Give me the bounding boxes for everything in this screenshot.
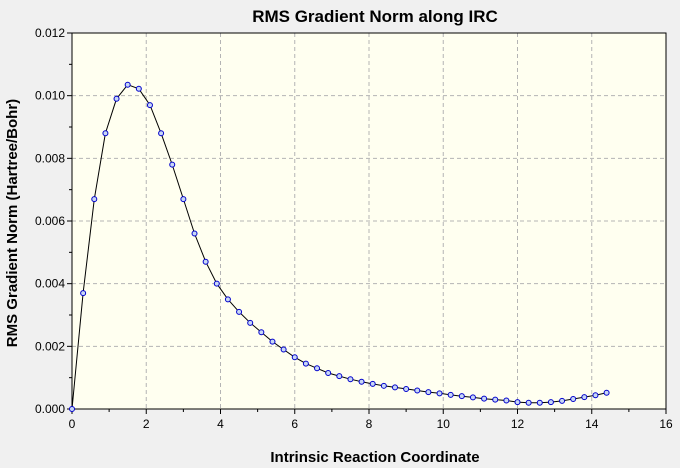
x-tick-label: 16 [659,417,673,431]
x-tick-label: 4 [217,417,224,431]
data-point [191,230,198,237]
data-point [592,392,599,399]
x-tick-label: 6 [291,417,298,431]
data-point [69,406,75,412]
data-point [414,387,421,394]
data-point [146,102,153,109]
data-point [469,394,476,401]
data-point [269,338,276,345]
data-point [559,397,566,404]
y-tick-label: 0.004 [35,277,65,291]
data-point [80,290,87,297]
data-point [481,395,488,402]
data-point [391,384,398,391]
data-point [436,390,443,397]
x-tick-label: 8 [366,417,373,431]
data-point [124,81,131,88]
y-tick-label: 0.010 [35,89,65,103]
data-point [135,85,142,92]
y-axis-label: RMS Gradient Norm (Hartree/Bohr) [4,99,21,347]
data-point [525,399,532,406]
data-point [102,130,109,137]
data-point [258,329,265,336]
data-point [514,399,521,406]
data-point [325,369,332,376]
tick-labels: 0 2 4 6 8 10 12 14 16 0.000 0.002 0.004 0.006 0.008 0.… [35,26,673,431]
data-point [603,389,610,396]
y-tick-label: 0.006 [35,214,65,228]
data-point [169,161,176,168]
data-point [314,365,321,372]
x-tick-label: 10 [437,417,451,431]
x-tick-label: 12 [511,417,525,431]
data-point [347,376,354,383]
data-point [547,399,554,406]
data-point [570,395,577,402]
data-point [403,385,410,392]
data-point [91,196,98,203]
data-point [113,95,120,102]
y-tick-label: 0.002 [35,339,65,353]
data-point [247,319,254,326]
data-point [158,130,165,137]
data-point [581,394,588,401]
data-point [302,360,309,367]
data-point [492,396,499,403]
data-point [202,258,209,265]
chart-title: RMS Gradient Norm along IRC [252,7,498,26]
y-tick-label: 0.012 [35,26,65,40]
plot-frame [71,32,667,410]
y-tick-label: 0.000 [35,402,65,416]
data-point [180,196,187,203]
x-tick-label: 0 [69,417,76,431]
data-point [536,399,543,406]
data-point [458,393,465,400]
data-point [224,296,231,303]
data-point [213,280,220,287]
grid-lines [72,33,666,409]
x-tick-label: 14 [585,417,599,431]
data-point [358,378,365,385]
data-point [380,382,387,389]
data-point [280,346,287,353]
data-point [369,380,376,387]
x-tick-label: 2 [143,417,150,431]
data-point [236,308,243,315]
data-point [447,391,454,398]
x-axis-label: Intrinsic Reaction Coordinate [270,449,479,466]
data-point [291,354,298,361]
y-tick-label: 0.008 [35,151,65,165]
data-point [425,389,432,396]
series [69,81,610,412]
axes [67,32,667,414]
data-point [503,397,510,404]
data-point [336,373,343,380]
